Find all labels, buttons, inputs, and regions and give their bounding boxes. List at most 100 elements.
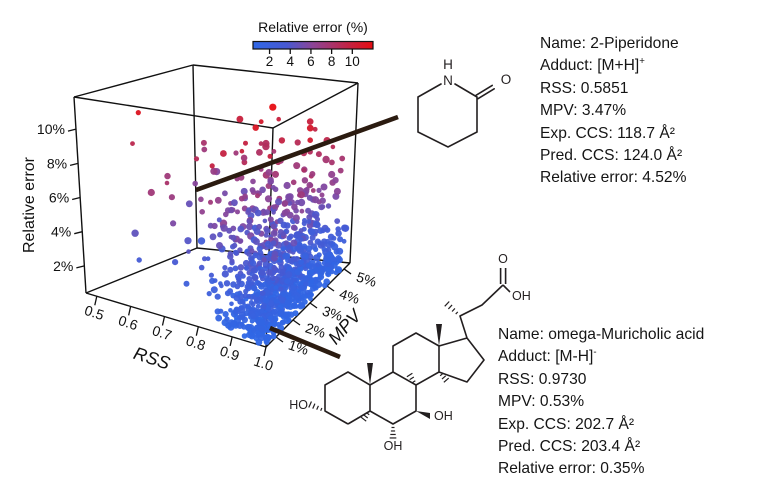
data-point [283, 240, 289, 246]
tick-mark [195, 326, 199, 336]
annotation-pred-ccs-line: Pred. CCS: 124.0 Å² [540, 147, 683, 165]
data-point [314, 238, 321, 245]
tick-mark [69, 162, 79, 166]
piperidone-n-label: N [443, 73, 453, 88]
data-point [307, 273, 313, 279]
data-point [210, 167, 218, 175]
data-point [237, 225, 245, 233]
data-point [320, 228, 326, 234]
data-point [315, 151, 322, 158]
data-point [265, 269, 273, 276]
adduct-text: Adduct: [M+H] [540, 57, 640, 75]
data-point [290, 224, 298, 231]
x-tick-label: 0.9 [218, 342, 242, 363]
y-tick-label: 3% [320, 302, 344, 323]
data-point [285, 300, 291, 306]
data-point [237, 305, 246, 314]
data-point [232, 249, 239, 256]
data-point [198, 264, 205, 271]
data-point [271, 149, 277, 154]
annotation-exp-ccs-line: Exp. CCS: 118.7 Å² [540, 124, 675, 142]
data-point [214, 293, 221, 300]
data-point [221, 270, 229, 278]
cube-edge [85, 247, 198, 294]
data-point [309, 171, 316, 177]
data-point [223, 211, 229, 218]
data-point [322, 282, 328, 289]
data-point [262, 261, 270, 269]
data-point [290, 239, 298, 247]
data-point [264, 195, 273, 203]
data-point [294, 139, 301, 146]
cube-edge [73, 96, 87, 294]
data-point [328, 170, 336, 179]
data-point [286, 211, 294, 219]
hash-bond-stroke [441, 375, 447, 380]
z-tick-label: 6% [49, 190, 69, 206]
data-point [270, 223, 276, 230]
data-point [258, 119, 264, 125]
annotation-pred-ccs-line: Pred. CCS: 203.4 Å² [498, 438, 641, 456]
hash-bond-stroke [443, 377, 450, 383]
data-point [333, 187, 341, 195]
annotation-rss-line: RSS: 0.9730 [498, 370, 587, 388]
data-point [219, 283, 224, 289]
data-point [243, 140, 248, 146]
data-point [263, 233, 269, 238]
data-point [318, 204, 325, 211]
data-point [281, 209, 289, 217]
data-point [286, 265, 293, 273]
colorbar-tick-label: 2 [266, 54, 274, 69]
data-point [246, 218, 253, 225]
data-point [291, 203, 298, 211]
data-point [304, 289, 311, 296]
data-point [228, 319, 235, 327]
data-point [220, 224, 228, 232]
data-point [273, 285, 279, 290]
data-point [269, 103, 277, 111]
data-point [319, 269, 325, 275]
y-tick-label: 4% [337, 285, 361, 306]
data-point [293, 256, 300, 263]
data-point [306, 219, 312, 225]
data-point [265, 305, 272, 312]
data-point [198, 196, 204, 203]
data-point [281, 291, 287, 298]
data-point [241, 333, 248, 339]
axis-ticks: 2%4%6%8%10%0.5 0.6 0.7 0.8 0.9 1.01%2%3%4%5% [37, 121, 379, 374]
data-point [252, 252, 259, 259]
data-point [287, 257, 294, 264]
x-tick-label: 0.5 [83, 302, 107, 323]
data-point [326, 270, 332, 275]
annotation-adduct-line: Adduct: [M-H]- [498, 346, 704, 368]
data-point [252, 124, 259, 131]
annotation-relative-error-line: Relative error: 4.52% [540, 169, 687, 187]
data-point [319, 192, 325, 198]
data-point [286, 193, 294, 201]
hash-bond-stroke [412, 380, 416, 384]
data-point [216, 242, 223, 249]
data-point [239, 148, 245, 154]
data-point [283, 312, 289, 319]
data-point [227, 288, 234, 295]
plot-cube [73, 64, 359, 348]
data-point [278, 137, 286, 144]
data-point [237, 238, 243, 244]
data-point [231, 199, 238, 207]
data-point [253, 228, 261, 235]
data-point [230, 281, 237, 288]
data-point [186, 249, 191, 254]
piperidone-h-label: H [443, 57, 453, 72]
data-point [172, 259, 179, 266]
data-point [335, 226, 342, 232]
data-point [308, 228, 316, 236]
data-point [252, 238, 260, 245]
colorbar-tick-label: 8 [328, 54, 336, 69]
hash-bond-stroke [316, 405, 319, 410]
data-point [266, 280, 272, 286]
steroid-oh-bottom-label: OH [384, 439, 403, 453]
annotation-mpv-line: MPV: 0.53% [498, 393, 585, 411]
data-point [316, 252, 322, 258]
data-point [135, 110, 141, 116]
data-point [262, 297, 270, 304]
